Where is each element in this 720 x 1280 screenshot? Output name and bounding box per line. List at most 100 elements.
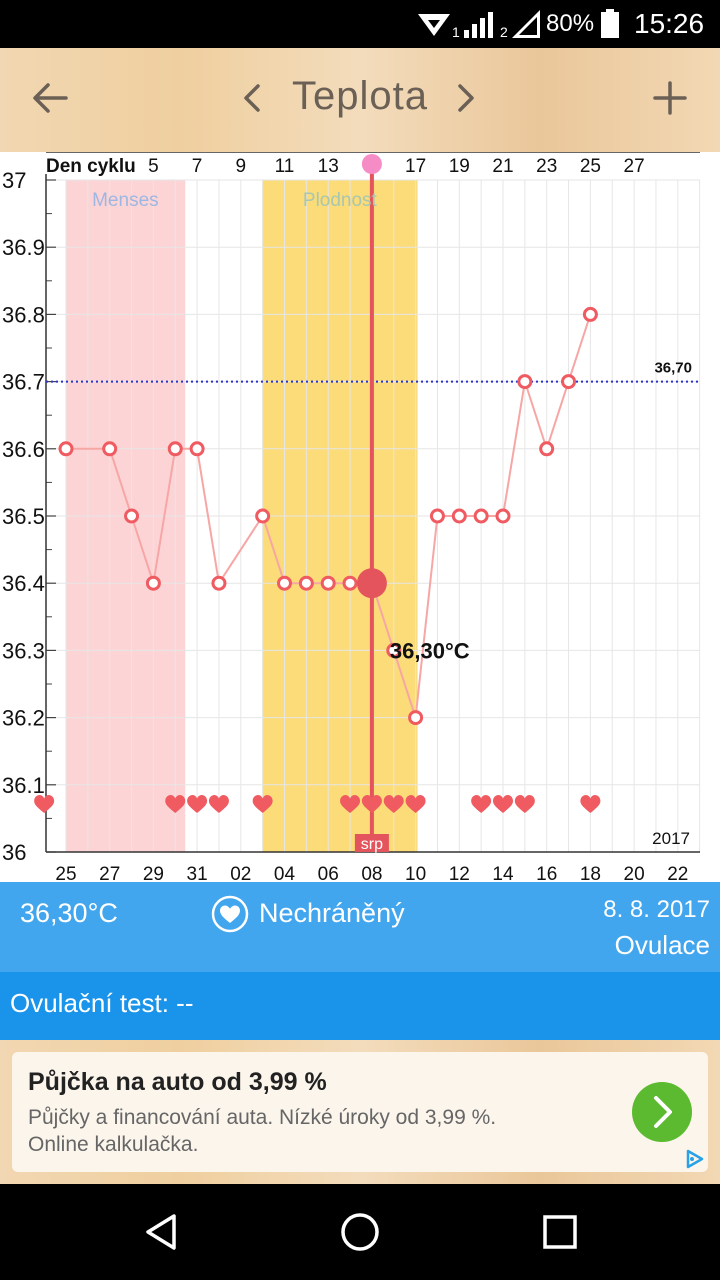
circle-home-icon[interactable] bbox=[338, 1210, 382, 1254]
data-point bbox=[451, 508, 467, 524]
x-tick-label: 18 bbox=[580, 864, 601, 882]
x-tick-label: 22 bbox=[667, 864, 688, 882]
series-segment bbox=[414, 515, 439, 718]
data-point bbox=[167, 441, 183, 457]
app-bar: Teplota bbox=[0, 48, 720, 152]
series-segment bbox=[108, 448, 133, 517]
square-recents-icon[interactable] bbox=[538, 1210, 582, 1254]
heart-icon bbox=[252, 794, 273, 813]
data-point bbox=[189, 441, 205, 457]
y-tick-label: 36.6 bbox=[2, 437, 45, 462]
band-label: Plodnost bbox=[303, 190, 378, 211]
ad-line-2: Online kalkulačka. bbox=[28, 1133, 199, 1156]
cycle-day-number: 19 bbox=[449, 156, 470, 177]
series-segment bbox=[392, 650, 417, 718]
temperature-chart[interactable]: Menses Plodnost 37 36.9 36.8 36.7 36.6 36.5 36.4… bbox=[0, 151, 720, 885]
cycle-day-number: 11 bbox=[275, 156, 295, 177]
adchoices-icon[interactable] bbox=[682, 1148, 706, 1170]
cycle-event: Ovulace bbox=[614, 930, 710, 960]
wifi-icon bbox=[418, 14, 450, 36]
data-point bbox=[408, 710, 424, 726]
heart-icon bbox=[208, 794, 229, 813]
x-tick-label: 06 bbox=[318, 864, 339, 882]
y-tick-label: 36.8 bbox=[2, 302, 45, 327]
data-point bbox=[495, 508, 511, 524]
heart-icon bbox=[580, 794, 601, 813]
triangle-back-icon[interactable] bbox=[140, 1210, 184, 1254]
selected-date: 8. 8. 2017 bbox=[603, 896, 710, 923]
data-point bbox=[561, 374, 577, 390]
x-tick-label: 31 bbox=[187, 864, 208, 882]
system-nav-bar bbox=[0, 1184, 720, 1280]
heart-icon bbox=[340, 794, 361, 813]
heart-icon bbox=[34, 794, 55, 813]
x-tick-label: 25 bbox=[55, 864, 76, 882]
data-point bbox=[539, 441, 555, 457]
cycle-day-number: 25 bbox=[580, 156, 601, 177]
page-title: Teplota bbox=[292, 74, 428, 118]
data-point bbox=[211, 575, 227, 591]
cycle-day-number: 5 bbox=[148, 156, 159, 177]
y-tick-label: 36.7 bbox=[2, 370, 45, 395]
data-point bbox=[124, 508, 140, 524]
back-button[interactable] bbox=[20, 68, 80, 128]
ovulation-day-marker bbox=[361, 154, 382, 174]
series-segment bbox=[567, 314, 592, 382]
x-tick-label: 14 bbox=[492, 864, 514, 882]
series-segment bbox=[545, 381, 570, 450]
series-segment bbox=[523, 381, 548, 450]
heart-icon bbox=[383, 794, 404, 813]
chevron-left-icon bbox=[244, 84, 260, 112]
selected-temperature: 36,30°C bbox=[20, 898, 118, 928]
cycle-day-number: 21 bbox=[492, 156, 513, 177]
x-tick-label: 02 bbox=[230, 864, 251, 882]
data-point bbox=[145, 575, 161, 591]
selected-point-label: 36,30°C bbox=[390, 638, 470, 663]
next-button[interactable] bbox=[436, 68, 496, 128]
ad-title[interactable]: Půjčka na auto od 3,99 % bbox=[28, 1068, 327, 1096]
chevron-right-icon bbox=[458, 84, 474, 112]
series-segment bbox=[196, 448, 220, 584]
x-tick-label: 16 bbox=[536, 864, 557, 882]
y-tick-label: 36.9 bbox=[2, 235, 45, 260]
x-tick-label: 04 bbox=[274, 864, 296, 882]
previous-button[interactable] bbox=[222, 68, 282, 128]
cycle-day-number: 9 bbox=[236, 156, 247, 177]
data-point bbox=[298, 575, 314, 591]
y-tick-label: 36.1 bbox=[2, 773, 45, 798]
y-tick-label: 36.3 bbox=[2, 638, 45, 663]
ad-card[interactable]: Půjčka na auto od 3,99 % Půjčky a financ… bbox=[12, 1052, 708, 1172]
chart-svg[interactable]: Menses Plodnost 37 36.9 36.8 36.7 36.6 36.5 36.4… bbox=[0, 151, 720, 885]
battery-icon bbox=[601, 9, 619, 38]
protection-status: Nechráněný bbox=[259, 898, 405, 928]
cycle-day-number: 7 bbox=[192, 156, 203, 177]
band-label: Menses bbox=[92, 190, 159, 211]
battery-percent: 80% bbox=[546, 10, 595, 37]
data-point bbox=[320, 575, 336, 591]
month-marker-label: srp bbox=[361, 836, 383, 853]
heart-icon bbox=[361, 794, 382, 813]
chevron-right-circle-icon[interactable] bbox=[630, 1080, 694, 1144]
plus-icon bbox=[653, 81, 687, 115]
ad-banner: Půjčka na auto od 3,99 % Půjčky a financ… bbox=[0, 1040, 720, 1184]
data-point bbox=[473, 508, 489, 524]
data-point bbox=[386, 642, 402, 658]
heart-icon bbox=[165, 794, 186, 813]
data-point bbox=[255, 508, 271, 524]
signal-1-icon bbox=[464, 12, 493, 38]
day-summary-bar[interactable]: 36,30°C Nechráněný 8. 8. 2017 Ovulace bbox=[0, 882, 720, 972]
y-tick-label: 36.2 bbox=[2, 706, 45, 731]
ad-line-1: Půjčky a financování auta. Nízké úroky o… bbox=[28, 1106, 497, 1129]
clock: 15:26 bbox=[634, 8, 705, 39]
month-marker-box bbox=[354, 834, 389, 852]
add-button[interactable] bbox=[640, 68, 700, 128]
ovulation-test-bar[interactable]: Ovulační test: -- bbox=[0, 972, 720, 1040]
data-point bbox=[342, 575, 358, 591]
cycle-day-number: 13 bbox=[318, 156, 339, 177]
series-segment bbox=[261, 515, 286, 584]
y-tick-label: 36 bbox=[2, 840, 26, 865]
series-segment bbox=[130, 515, 155, 584]
sim1-label: 1 bbox=[452, 24, 460, 40]
x-tick-label: 27 bbox=[99, 864, 120, 882]
status-bar: 1 2 80% 15:26 bbox=[0, 0, 720, 48]
